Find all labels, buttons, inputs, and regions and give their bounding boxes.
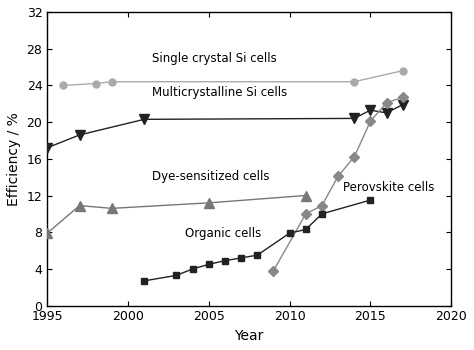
- Text: Organic cells: Organic cells: [184, 227, 261, 240]
- Y-axis label: Efficiency / %: Efficiency / %: [7, 112, 21, 206]
- Text: Perovskite cells: Perovskite cells: [343, 181, 434, 194]
- Text: Multicrystalline Si cells: Multicrystalline Si cells: [152, 86, 288, 99]
- X-axis label: Year: Year: [235, 329, 264, 343]
- Text: Single crystal Si cells: Single crystal Si cells: [152, 52, 277, 65]
- Text: Dye-sensitized cells: Dye-sensitized cells: [152, 170, 270, 183]
